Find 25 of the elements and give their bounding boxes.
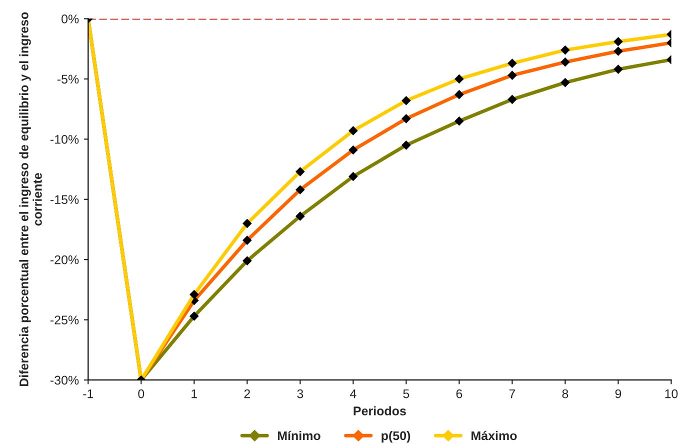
y-axis-title: Diferencia porcentual entre el ingreso de equilibrio y el ingreso corriente (19, 12, 42, 386)
x-tick-label: 1 (192, 389, 198, 398)
legend-label: Máximo (472, 430, 517, 440)
y-tick-label: -5% (57, 74, 79, 84)
legend-label: Mínimo (278, 430, 320, 440)
x-tick-label: 10 (665, 389, 678, 398)
x-tick-label: 5 (403, 389, 410, 398)
x-tick-label: 6 (456, 389, 462, 398)
y-tick-label: 0% (62, 14, 79, 24)
x-tick-label: 9 (615, 389, 622, 398)
line-series (88, 18, 672, 380)
x-tick-label: 2 (244, 389, 250, 398)
x-tick-label: 8 (562, 389, 568, 398)
y-tick-label: -30% (50, 376, 79, 385)
y-tick-label: -25% (50, 316, 79, 324)
y-tick-label: -10% (50, 134, 79, 144)
x-tick-label: 4 (350, 389, 356, 398)
x-axis-title: Periodos (354, 406, 406, 416)
x-tick-label: 3 (297, 389, 304, 398)
x-tick-label: -1 (83, 389, 94, 398)
y-tick-label: -20% (50, 255, 79, 264)
y-tick-label: -15% (50, 195, 79, 204)
legend-label: p(50) (382, 430, 410, 443)
x-tick-label: 7 (509, 389, 516, 398)
x-tick-label: 0 (138, 389, 144, 398)
